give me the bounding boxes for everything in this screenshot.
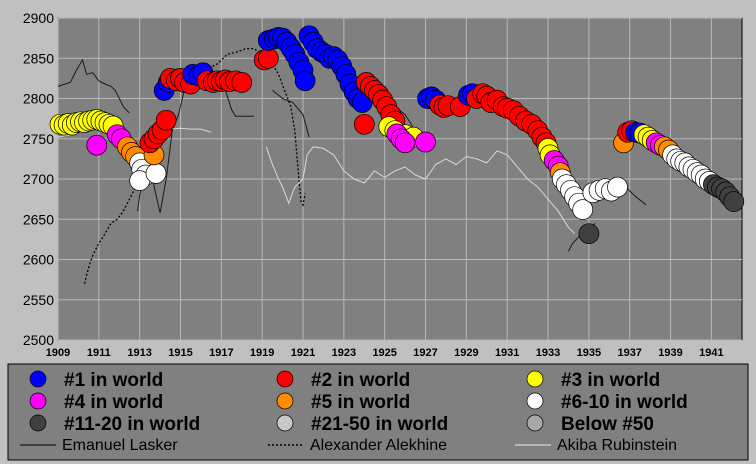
legend-marker xyxy=(276,414,294,432)
x-tick-label: 1911 xyxy=(87,347,111,359)
data-point xyxy=(86,134,108,156)
legend-marker xyxy=(29,370,47,388)
y-tick-label: 2550 xyxy=(23,292,54,308)
y-tick-label: 2650 xyxy=(23,211,54,227)
data-point xyxy=(294,70,316,92)
legend-marker xyxy=(276,392,294,410)
x-tick-label: 1935 xyxy=(577,347,601,359)
y-tick-label: 2800 xyxy=(23,91,54,107)
x-tick-label: 1921 xyxy=(291,347,315,359)
data-point xyxy=(353,113,375,135)
data-point xyxy=(607,176,628,198)
x-tick-label: 1917 xyxy=(209,347,233,359)
data-point xyxy=(415,131,436,153)
data-point xyxy=(231,72,253,93)
x-tick-label: 1941 xyxy=(699,347,723,359)
series-line-akiba-rubinstein xyxy=(265,146,575,235)
data-point xyxy=(155,109,177,131)
y-axis-ticks: 2500 2550 2600 2650 2700 2750 2800 2850 2900 xyxy=(23,10,54,348)
y-tick-label: 2750 xyxy=(23,131,54,147)
legend: #1 in world #2 in world #3 in world #4 in w… xyxy=(7,363,749,461)
series-line-emanuel-lasker xyxy=(57,58,130,114)
legend-label: #1 in world xyxy=(64,370,163,391)
x-tick-label: 1939 xyxy=(658,347,682,359)
legend-marker xyxy=(526,414,544,432)
x-tick-label: 1937 xyxy=(617,347,641,359)
legend-marker xyxy=(276,370,294,388)
legend-line-label: Akiba Rubinstein xyxy=(557,437,677,454)
y-tick-label: 2700 xyxy=(23,171,54,187)
data-point xyxy=(145,163,167,184)
x-tick-label: 1929 xyxy=(454,347,478,359)
series-line-emanuel-lasker xyxy=(272,90,310,138)
legend-marker xyxy=(526,370,544,388)
x-tick-label: 1909 xyxy=(46,347,70,359)
x-axis-ticks: 1909 1911 1913 1915 1917 1919 1921 1923 1925 1927… xyxy=(46,347,724,359)
legend-marker xyxy=(526,392,544,410)
legend-label: #3 in world xyxy=(561,370,660,391)
y-tick-label: 2500 xyxy=(23,332,54,348)
data-point xyxy=(394,132,416,154)
x-tick-label: 1915 xyxy=(168,347,192,359)
legend-line-label: Emanuel Lasker xyxy=(62,437,178,454)
x-tick-label: 1933 xyxy=(536,347,560,359)
x-tick-label: 1919 xyxy=(250,347,274,359)
legend-label: #5 in world xyxy=(311,392,410,413)
y-tick-label: 2600 xyxy=(23,252,54,268)
x-tick-label: 1925 xyxy=(372,347,396,359)
legend-box xyxy=(7,363,749,461)
legend-marker xyxy=(29,414,47,432)
legend-label: #6-10 in world xyxy=(561,392,688,413)
data-point xyxy=(578,223,600,245)
legend-line-label: Alexander Alekhine xyxy=(310,437,447,454)
legend-label: #21-50 in world xyxy=(311,414,448,435)
legend-label: #4 in world xyxy=(64,392,163,413)
data-point xyxy=(572,199,594,220)
series-line-emanuel-lasker xyxy=(224,90,254,117)
legend-label: #2 in world xyxy=(311,370,410,391)
x-tick-label: 1931 xyxy=(495,347,519,359)
x-tick-label: 1923 xyxy=(332,347,356,359)
legend-label: Below #50 xyxy=(561,414,654,435)
data-point xyxy=(257,47,279,69)
legend-marker xyxy=(29,392,47,410)
rank-points xyxy=(49,25,745,245)
y-tick-label: 2850 xyxy=(23,50,54,66)
legend-label: #11-20 in world xyxy=(64,414,200,435)
data-point xyxy=(723,191,745,212)
x-tick-label: 1927 xyxy=(413,347,437,359)
x-tick-label: 1913 xyxy=(127,347,151,359)
series-line-akiba-rubinstein xyxy=(170,127,212,133)
y-tick-label: 2900 xyxy=(23,10,54,26)
